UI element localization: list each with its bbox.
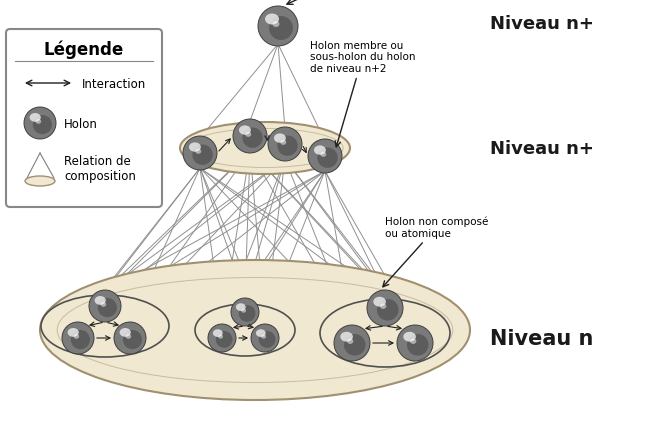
Circle shape (24, 108, 56, 140)
Circle shape (334, 325, 370, 361)
Ellipse shape (101, 302, 106, 307)
Circle shape (251, 324, 279, 352)
Text: Niveau n: Niveau n (490, 328, 593, 348)
FancyBboxPatch shape (6, 30, 162, 208)
Ellipse shape (98, 298, 117, 318)
Ellipse shape (377, 299, 398, 321)
Circle shape (231, 298, 259, 326)
Circle shape (397, 325, 433, 361)
Circle shape (367, 290, 403, 326)
Ellipse shape (246, 132, 252, 138)
Circle shape (308, 140, 342, 173)
Ellipse shape (373, 297, 386, 307)
Ellipse shape (195, 149, 201, 155)
Ellipse shape (25, 177, 55, 187)
Ellipse shape (347, 339, 353, 344)
Ellipse shape (238, 305, 255, 322)
Ellipse shape (318, 148, 338, 169)
Ellipse shape (403, 332, 416, 342)
Ellipse shape (73, 334, 79, 339)
Ellipse shape (218, 335, 223, 339)
Circle shape (258, 7, 298, 47)
Ellipse shape (242, 128, 263, 148)
Ellipse shape (239, 126, 251, 135)
Ellipse shape (193, 145, 213, 166)
Ellipse shape (120, 328, 131, 337)
Ellipse shape (189, 143, 201, 152)
Text: Holon membre ou
sous-holon du holon
de niveau n+2: Holon membre ou sous-holon du holon de n… (310, 41, 415, 148)
Ellipse shape (122, 330, 142, 350)
Ellipse shape (40, 261, 470, 400)
Ellipse shape (71, 330, 90, 350)
Ellipse shape (261, 335, 266, 339)
Ellipse shape (380, 304, 386, 309)
Circle shape (268, 128, 302, 162)
Circle shape (89, 290, 121, 322)
Ellipse shape (277, 136, 298, 156)
Text: Relation de
composition: Relation de composition (64, 155, 136, 183)
Circle shape (233, 120, 267, 154)
Ellipse shape (236, 304, 246, 311)
Circle shape (183, 137, 217, 171)
Ellipse shape (269, 17, 293, 41)
Ellipse shape (256, 329, 266, 337)
Circle shape (114, 322, 146, 354)
Text: Holon composé ou
super-holon: Holon composé ou super-holon (287, 0, 420, 5)
Ellipse shape (314, 146, 326, 155)
Ellipse shape (241, 309, 246, 313)
Ellipse shape (29, 114, 41, 123)
Text: Holon: Holon (64, 117, 98, 130)
Text: Holon non composé
ou atomique: Holon non composé ou atomique (383, 216, 489, 287)
Text: Interaction: Interaction (82, 78, 146, 90)
Ellipse shape (280, 141, 286, 145)
Ellipse shape (67, 328, 79, 337)
Ellipse shape (410, 339, 417, 344)
Text: Légende: Légende (44, 41, 124, 59)
Ellipse shape (180, 123, 350, 175)
Ellipse shape (344, 334, 365, 356)
Ellipse shape (213, 329, 223, 337)
Ellipse shape (126, 334, 131, 339)
Ellipse shape (265, 14, 279, 25)
Ellipse shape (407, 334, 428, 356)
Ellipse shape (272, 22, 280, 28)
Ellipse shape (94, 297, 106, 305)
Ellipse shape (259, 331, 276, 348)
Ellipse shape (341, 332, 353, 342)
Text: Niveau n+: Niveau n+ (490, 140, 594, 158)
Ellipse shape (274, 134, 286, 143)
Ellipse shape (320, 152, 326, 158)
Circle shape (62, 322, 94, 354)
Ellipse shape (215, 331, 233, 348)
Text: Niveau n+: Niveau n+ (490, 15, 594, 33)
Ellipse shape (33, 116, 52, 135)
Circle shape (208, 324, 236, 352)
Ellipse shape (35, 120, 41, 124)
